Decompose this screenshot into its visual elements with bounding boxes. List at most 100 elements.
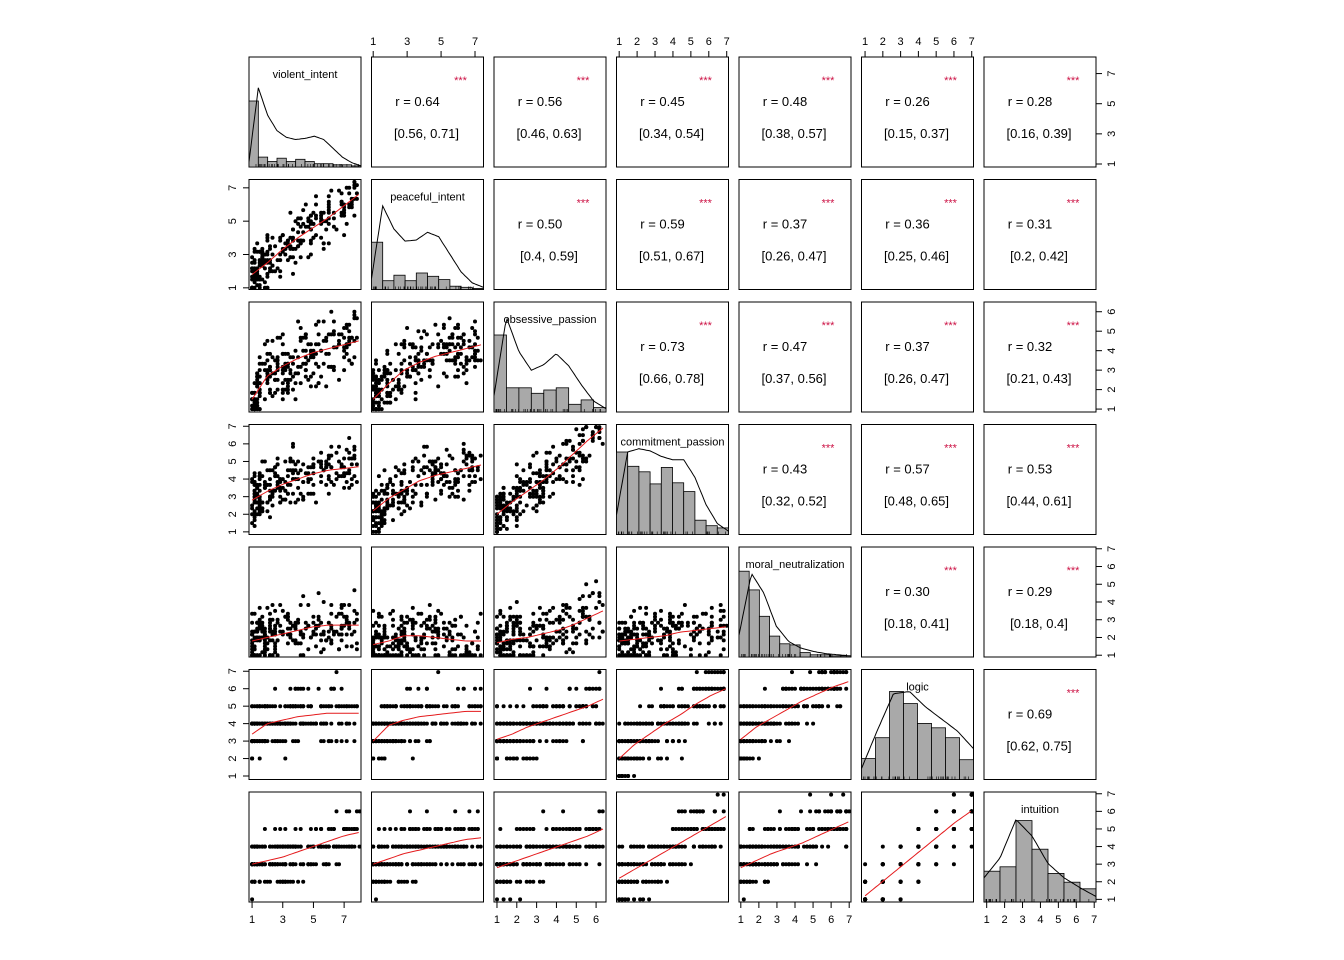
scatter-point	[547, 862, 552, 867]
panel-frame	[738, 56, 852, 168]
scatter-point	[514, 509, 519, 514]
scatter-point	[501, 897, 506, 902]
scatter-point	[273, 377, 278, 382]
scatter-point	[504, 620, 509, 625]
scatter-point	[405, 488, 410, 493]
scatter-point	[679, 862, 684, 867]
panel-4-2	[493, 546, 607, 658]
scatter-point	[547, 844, 552, 849]
scatter-point	[293, 623, 298, 628]
correlation-value: r = 0.29	[1008, 584, 1052, 599]
panel-0-0: violent_intent	[248, 56, 362, 168]
scatter-point	[268, 620, 272, 625]
scatter-point	[629, 635, 634, 640]
scatter-point	[653, 879, 657, 884]
scatter-point	[706, 704, 711, 709]
loess-line	[251, 466, 359, 501]
scatter-point	[331, 329, 336, 334]
scatter-point	[308, 384, 313, 389]
scatter-point	[464, 361, 469, 366]
scatter-point	[427, 614, 432, 619]
histogram-bar	[861, 758, 876, 780]
scatter-point	[508, 879, 513, 884]
scatter-point	[278, 238, 283, 243]
scatter-point	[470, 453, 475, 458]
scatter-point	[659, 756, 663, 761]
scatter-point	[567, 704, 572, 709]
scatter-point	[580, 594, 585, 599]
scatter-point	[379, 407, 384, 412]
scatter-point	[524, 756, 529, 761]
scatter-point	[544, 862, 549, 867]
scatter-point	[399, 617, 404, 622]
scatter-point	[252, 488, 257, 493]
scatter-point	[275, 638, 280, 643]
scatter-point	[257, 503, 262, 508]
scatter-point	[396, 387, 401, 392]
scatter-point	[756, 756, 761, 761]
scatter-point	[584, 827, 589, 831]
scatter-point	[268, 468, 272, 473]
scatter-point	[495, 526, 499, 531]
scatter-point	[399, 641, 404, 646]
scatter-point	[577, 608, 582, 613]
scatter-point	[774, 704, 779, 709]
scatter-point	[495, 494, 499, 499]
scatter-point	[653, 614, 657, 619]
scatter-point	[419, 377, 424, 382]
scatter-point	[715, 792, 720, 797]
scatter-point	[436, 704, 441, 709]
scatter-point	[561, 638, 566, 643]
scatter-point	[534, 623, 539, 628]
scatter-point	[270, 653, 275, 658]
scatter-point	[531, 623, 536, 628]
scatter-point	[326, 862, 331, 867]
scatter-point	[344, 617, 349, 622]
scatter-point	[293, 219, 298, 224]
scatter-point	[461, 686, 466, 691]
scatter-point	[270, 862, 275, 867]
scatter-point	[275, 620, 280, 625]
histogram-bar	[285, 161, 297, 168]
scatter-point	[547, 494, 552, 499]
scatter-point	[464, 647, 469, 652]
scatter-point	[349, 477, 354, 482]
scatter-point	[691, 809, 696, 814]
scatter-point	[288, 368, 293, 373]
scatter-point	[321, 361, 326, 366]
scatter-point	[537, 879, 542, 884]
scatter-point	[762, 844, 767, 849]
scatter-point	[311, 465, 316, 470]
scatter-point	[653, 629, 657, 634]
correlation-value: r = 0.26	[885, 94, 929, 109]
confidence-interval: [0.51, 0.67]	[639, 249, 704, 264]
scatter-point	[252, 474, 257, 479]
correlation-value: r = 0.37	[763, 217, 807, 232]
scatter-point	[473, 827, 477, 831]
scatter-point	[511, 641, 516, 646]
scatter-point	[765, 844, 770, 849]
scatter-point	[388, 480, 393, 484]
scatter-point	[691, 620, 696, 625]
scatter-point	[464, 355, 469, 360]
scatter-point	[475, 827, 480, 831]
scatter-point	[436, 653, 441, 658]
scatter-point	[620, 620, 625, 625]
scatter-point	[571, 447, 575, 452]
scatter-point	[344, 644, 349, 649]
scatter-point	[337, 611, 341, 616]
scatter-point	[260, 862, 265, 867]
scatter-point	[676, 614, 681, 619]
scatter-point	[665, 756, 669, 761]
density-curve	[616, 448, 729, 532]
scatter-point	[296, 485, 301, 490]
scatter-point	[762, 686, 767, 691]
scatter-point	[391, 653, 395, 658]
scatter-point	[283, 721, 288, 726]
scatter-point	[410, 620, 415, 625]
scatter-point	[694, 809, 699, 814]
scatter-point	[759, 739, 764, 744]
scatter-point	[430, 623, 435, 628]
scatter-point	[354, 191, 359, 196]
scatter-point	[374, 503, 378, 508]
